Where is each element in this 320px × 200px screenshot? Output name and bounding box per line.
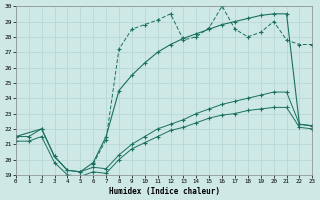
X-axis label: Humidex (Indice chaleur): Humidex (Indice chaleur) [108, 187, 220, 196]
